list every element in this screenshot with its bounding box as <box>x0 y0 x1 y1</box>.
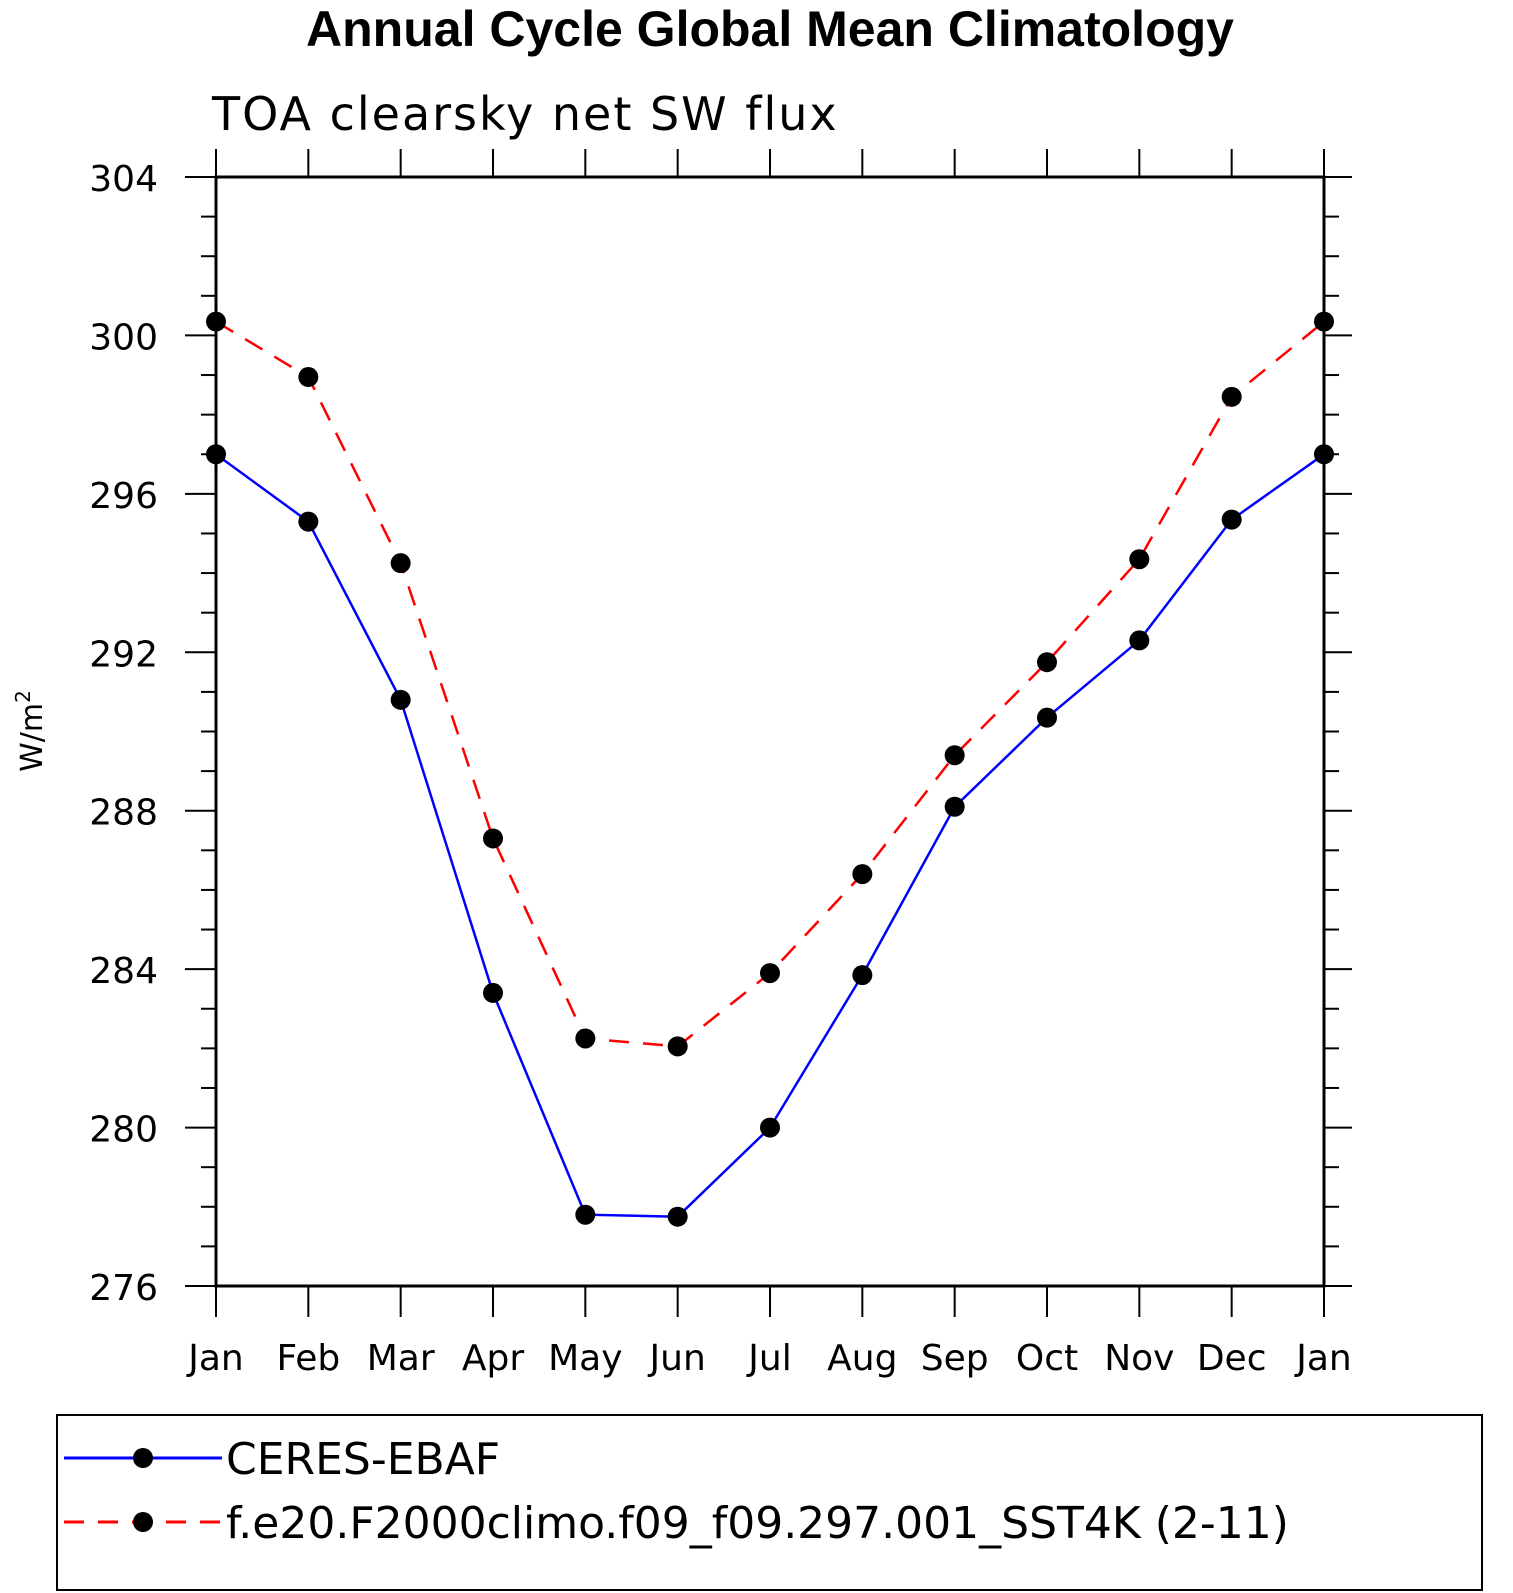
legend-box <box>56 1414 1483 1591</box>
data-point <box>852 864 873 885</box>
data-point <box>1037 707 1057 728</box>
x-tick-labels: Jan Feb Mar Apr May Jun Jul Aug Sep Oct Nov Dec Jan <box>186 1338 1352 1379</box>
x-tick-label: Feb <box>276 1338 340 1379</box>
x-tick-label: Sep <box>921 1338 989 1379</box>
data-point <box>1129 630 1150 651</box>
y-tick-label: 296 <box>89 476 158 517</box>
x-tick-label: Jun <box>648 1338 706 1379</box>
y-tick-label: 284 <box>89 951 158 992</box>
data-point <box>298 367 319 388</box>
legend-label-model: f.e20.F2000climo.f09_f09.297.001_SST4K (… <box>226 1498 1289 1549</box>
x-tick-label: Oct <box>1016 1338 1078 1379</box>
y-tick-label: 292 <box>89 634 158 675</box>
data-point <box>390 689 411 710</box>
x-tick-label: Apr <box>462 1338 524 1379</box>
chart-subtitle: TOA clearsky net SW flux <box>211 87 839 141</box>
data-point <box>1129 549 1150 570</box>
y-tick-label: 280 <box>89 1110 158 1151</box>
series-layer <box>206 311 1334 1227</box>
data-point <box>852 965 873 986</box>
data-point <box>944 745 965 766</box>
data-point <box>298 511 319 532</box>
y-tick-label: 276 <box>89 1268 158 1309</box>
data-point <box>1314 311 1334 332</box>
x-tick-label: Nov <box>1104 1338 1174 1379</box>
series-line-0 <box>215 453 1325 1218</box>
x-tick-label: Jul <box>746 1338 791 1379</box>
x-tick-label: Aug <box>827 1338 897 1379</box>
y-axis-label: W/m2 <box>11 690 50 772</box>
series-line-1 <box>215 320 1325 1048</box>
data-point <box>667 1036 688 1057</box>
x-tick-label: May <box>548 1338 622 1379</box>
data-point <box>575 1028 596 1049</box>
y-tick-label: 288 <box>89 793 158 834</box>
data-point <box>483 828 503 849</box>
x-tick-label: Dec <box>1197 1338 1267 1379</box>
data-point <box>206 444 226 465</box>
x-tick-label: Mar <box>367 1338 435 1379</box>
data-point <box>483 982 503 1003</box>
data-point <box>575 1204 596 1225</box>
data-point <box>760 963 780 984</box>
y-tick-labels: 276 280 284 288 292 296 300 304 <box>89 159 158 1309</box>
axis-ticks <box>185 149 1352 1317</box>
x-tick-label: Jan <box>1294 1338 1352 1379</box>
y-tick-label: 300 <box>89 317 158 358</box>
data-point <box>206 311 226 332</box>
data-point <box>944 796 965 817</box>
legend-label-ceres: CERES-EBAF <box>226 1434 500 1485</box>
data-point <box>390 553 411 574</box>
data-point <box>760 1117 780 1138</box>
y-tick-label: 304 <box>89 159 158 200</box>
data-point <box>1221 509 1242 530</box>
legend: CERES-EBAF f.e20.F2000climo.f09_f09.297.… <box>56 1414 1483 1591</box>
data-point <box>1037 652 1057 673</box>
data-point <box>1314 444 1334 465</box>
data-point <box>1221 386 1242 407</box>
legend-marker-model <box>133 1512 153 1532</box>
legend-marker-ceres <box>133 1448 153 1468</box>
x-tick-label: Jan <box>186 1338 244 1379</box>
data-point <box>667 1206 688 1227</box>
chart-title: Annual Cycle Global Mean Climatology <box>306 1 1234 57</box>
